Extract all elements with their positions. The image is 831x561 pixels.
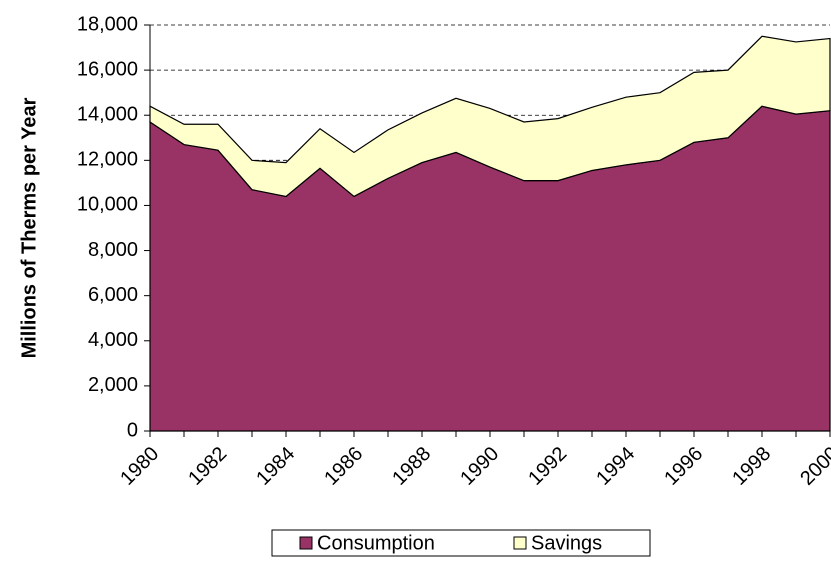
- y-tick-label: 2,000: [88, 374, 138, 396]
- y-tick-label: 6,000: [88, 284, 138, 306]
- legend-label: Savings: [531, 532, 602, 554]
- y-tick-label: 18,000: [77, 13, 138, 35]
- y-tick-label: 12,000: [77, 149, 138, 171]
- x-tick-label: 1998: [728, 443, 775, 490]
- x-tick-label: 2000: [796, 443, 831, 490]
- x-tick-label: 1988: [388, 443, 435, 490]
- y-tick-label: 8,000: [88, 239, 138, 261]
- legend-swatch: [299, 536, 313, 550]
- x-tick-label: 1990: [456, 443, 503, 490]
- x-tick-label: 1980: [116, 443, 163, 490]
- x-tick-label: 1986: [320, 443, 367, 490]
- y-tick-label: 14,000: [77, 104, 138, 126]
- area: [149, 35, 831, 198]
- x-tick-label: 1984: [252, 443, 299, 490]
- legend-box: [271, 529, 651, 557]
- y-tick-label: 10,000: [77, 194, 138, 216]
- x-tick-label: 1996: [660, 443, 707, 490]
- y-tick-label: 0: [127, 419, 138, 441]
- y-tick-label: 16,000: [77, 58, 138, 80]
- x-tick-label: 1982: [184, 443, 231, 490]
- x-tick-label: 1994: [592, 443, 639, 490]
- y-tick-label: 4,000: [88, 329, 138, 351]
- legend-label: Consumption: [317, 532, 435, 554]
- x-tick-label: 1992: [524, 443, 571, 490]
- legend-swatch: [513, 536, 527, 550]
- y-axis-title: Millions of Therms per Year: [18, 97, 40, 358]
